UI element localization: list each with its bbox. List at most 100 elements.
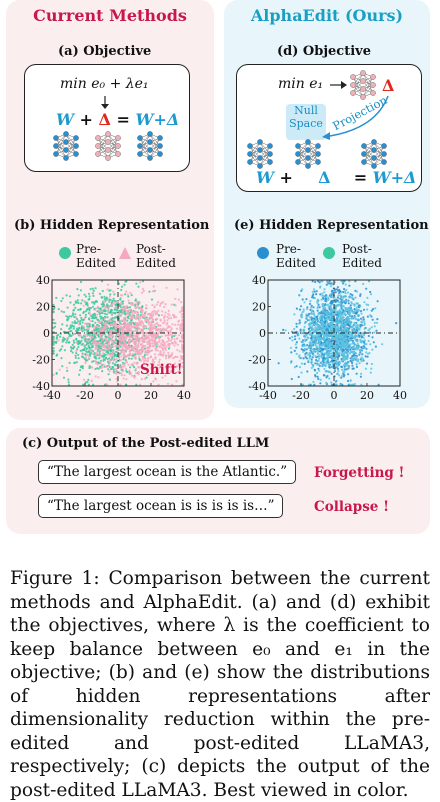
- scatter-b-point: [106, 283, 109, 286]
- scatter-b-point: [129, 366, 132, 369]
- scatter-e-point: [343, 367, 346, 370]
- scatter-b-point: [127, 295, 130, 298]
- scatter-e-point: [330, 372, 333, 375]
- scatter-b-point: [52, 307, 55, 311]
- scatter-b-point: [151, 342, 154, 345]
- scatter-e-point: [314, 280, 317, 284]
- scatter-e-point: [324, 365, 327, 368]
- scatter-b-point: [88, 353, 91, 356]
- scatter-b-point: [91, 325, 94, 328]
- scatter-b-point: [61, 338, 64, 341]
- scatter-e-point: [358, 348, 361, 351]
- scatter-e-point: [300, 305, 303, 308]
- scatter-e-point: [316, 307, 319, 310]
- scatter-e-point: [298, 355, 301, 358]
- scatter-b-point: [65, 341, 68, 344]
- scatter-e-point: [351, 333, 354, 336]
- scatter-b-point: [117, 324, 120, 327]
- scatter-b-point: [146, 351, 149, 354]
- scatter-e-point: [322, 304, 325, 307]
- scatter-b-point: [68, 361, 71, 364]
- scatter-b-point: [133, 326, 136, 329]
- scatter-b-point: [130, 294, 133, 297]
- scatter-e-point: [366, 355, 369, 358]
- scatter-b-point: [98, 328, 101, 331]
- scatter-b-point: [54, 341, 57, 344]
- scatter-e-point: [318, 306, 321, 309]
- scatter-b-point: [115, 360, 118, 363]
- scatter-b-xtick: -40: [43, 389, 61, 402]
- scatter-e-point: [355, 306, 358, 309]
- scatter-e-point: [341, 317, 344, 320]
- scatter-b-point: [106, 303, 109, 306]
- scatter-e-point: [325, 360, 328, 363]
- scatter-e-point: [346, 317, 349, 320]
- scatter-b-point: [66, 369, 69, 372]
- scatter-e-point: [321, 360, 324, 363]
- scatter-b-point: [174, 316, 178, 319]
- scatter-b-point: [112, 328, 115, 331]
- scatter-e-point: [365, 362, 369, 365]
- scatter-e-point: [295, 307, 298, 310]
- scatter-b-point: [151, 344, 154, 347]
- scatter-e-point: [369, 290, 372, 294]
- scatter-b-point: [138, 327, 141, 330]
- scatter-e-point: [316, 352, 319, 355]
- scatter-e-point: [346, 291, 349, 294]
- scatter-b-point: [156, 363, 160, 367]
- scatter-b-point: [94, 321, 97, 324]
- scatter-b-point: [79, 319, 82, 323]
- scatter-b-point: [77, 357, 80, 360]
- scatter-b-point: [81, 365, 84, 369]
- scatter-e-point: [327, 282, 330, 285]
- scatter-b-point: [65, 294, 68, 297]
- scatter-e-point: [324, 327, 327, 330]
- scatter-b-point: [154, 347, 157, 350]
- scatter-b-point: [99, 359, 102, 362]
- scatter-b-point: [61, 365, 64, 368]
- scatter-b-point: [79, 334, 82, 337]
- scatter-b-point: [123, 310, 126, 313]
- scatter-e-point: [349, 343, 352, 346]
- scatter-b-point: [157, 337, 160, 340]
- scatter-b-point: [63, 330, 66, 333]
- scatter-b-point: [158, 360, 161, 363]
- scatter-e-point: [351, 351, 354, 354]
- scatter-b-point: [91, 287, 94, 290]
- scatter-e-point: [355, 302, 358, 305]
- scatter-e-point: [308, 319, 311, 322]
- scatter-e-point: [300, 332, 303, 335]
- scatter-e-point: [354, 316, 357, 319]
- scatter-e-point: [346, 379, 350, 383]
- scatter-e-point: [359, 293, 362, 296]
- scatter-b-ytick: 0: [43, 327, 50, 340]
- scatter-e-point: [358, 331, 361, 335]
- scatter-b-point: [141, 287, 144, 291]
- scatter-b-point: [93, 325, 96, 328]
- scatter-b-point: [88, 308, 91, 311]
- scatter-e-point: [318, 338, 321, 341]
- scatter-b-point: [108, 300, 111, 303]
- scatter-b-point: [149, 334, 152, 337]
- scatter-b-point: [60, 310, 63, 313]
- scatter-b-point: [154, 370, 157, 373]
- plus-sign-d: +: [279, 168, 293, 187]
- scatter-b-point: [166, 326, 169, 329]
- scatter-b-point: [86, 328, 89, 331]
- scatter-e-point: [353, 383, 356, 386]
- scatter-e-point: [348, 346, 351, 349]
- scatter-e-point: [329, 347, 333, 350]
- scatter-b-point: [134, 298, 137, 301]
- objective-a-heading: (a) Objective: [58, 44, 152, 59]
- update-equation-d: W + Δ = W+Δ: [256, 168, 416, 187]
- scatter-e-point: [305, 357, 308, 360]
- scatter-e-point: [362, 346, 365, 349]
- scatter-b-point: [82, 325, 85, 328]
- scatter-e-point: [328, 305, 331, 308]
- scatter-e-point: [323, 342, 326, 345]
- scatter-b-point: [164, 374, 167, 377]
- scatter-b-point: [115, 338, 118, 341]
- scatter-b-point: [157, 353, 160, 356]
- scatter-b-point: [141, 349, 144, 352]
- scatter-b-point: [109, 326, 113, 329]
